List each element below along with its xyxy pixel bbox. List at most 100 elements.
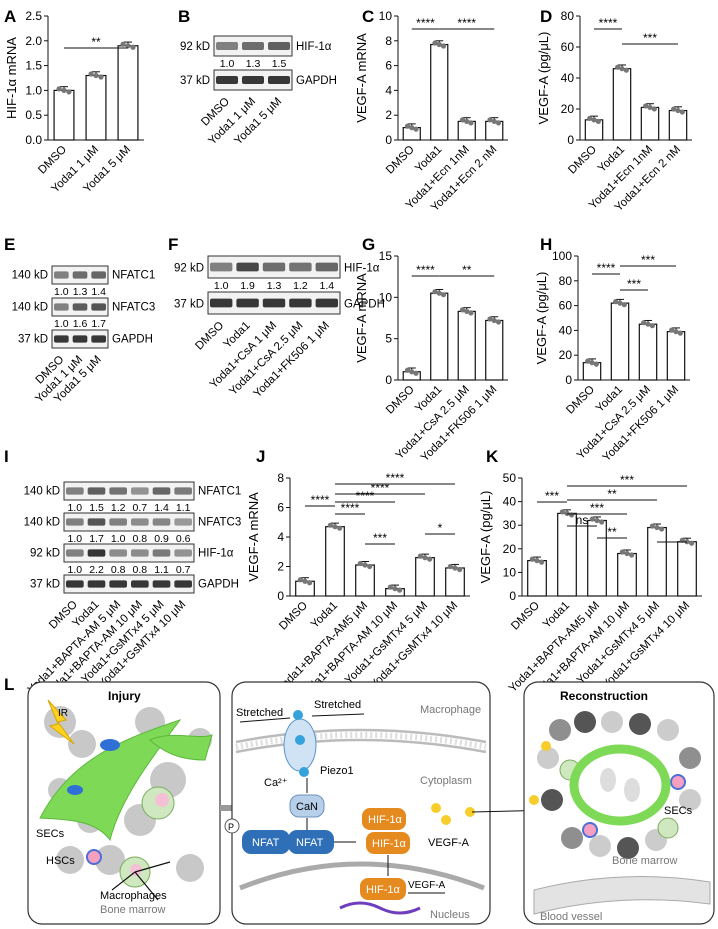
y-tick-label: 0: [567, 133, 574, 147]
data-point: [677, 330, 683, 336]
data-point: [337, 525, 343, 531]
data-point: [491, 317, 497, 324]
hscs-label: HSCs: [46, 855, 75, 867]
data-point: [459, 117, 466, 123]
nfat-node: [288, 830, 334, 854]
y-tick-label: 8: [385, 34, 392, 48]
quantification-label: 0.8: [133, 533, 148, 545]
protein-label: GAPDH: [296, 75, 337, 87]
quantification-label: 1.3: [246, 58, 261, 70]
significance-label: ****: [341, 501, 360, 515]
band: [109, 487, 127, 495]
data-point: [307, 580, 313, 586]
panel-label-l: L: [4, 675, 14, 694]
data-point: [130, 44, 136, 50]
molecular-weight-label: 37 kD: [30, 579, 60, 591]
panel-label-j: J: [256, 447, 265, 466]
y-tick-label: 0.0: [25, 133, 42, 147]
significance-label: **: [91, 35, 101, 49]
data-point: [120, 41, 126, 47]
y-tick-label: 0: [385, 133, 392, 147]
vegf-particle-icon-2: [441, 815, 451, 825]
y-axis-label: VEGF-A mRNA: [246, 492, 261, 582]
vegf-gene-label: VEGF-A: [408, 880, 446, 891]
stretch-arrow-right: [311, 713, 365, 717]
y-tick-label: 6: [277, 501, 284, 515]
data-point: [671, 106, 677, 112]
lightning-icon: [47, 699, 75, 745]
bar: [325, 526, 345, 597]
band: [268, 76, 290, 84]
panel-label-g: G: [362, 235, 375, 254]
y-tick-label: 40: [503, 495, 517, 509]
data-point: [357, 560, 363, 567]
quantification-label: 1.7: [91, 318, 106, 330]
data-point: [659, 526, 665, 532]
data-point: [564, 510, 570, 516]
vegf-particle-icon-3: [465, 807, 475, 817]
quantification-label: 1.0: [54, 286, 69, 298]
data-point: [593, 361, 599, 367]
molecular-weight-label: 140 kD: [24, 486, 60, 498]
molecular-weight-label: 37 kD: [180, 75, 210, 87]
data-point: [302, 578, 308, 584]
band: [174, 518, 192, 526]
y-tick-label: 2: [385, 108, 392, 122]
y-axis-label: VEGF-A (pg/μL): [534, 272, 549, 365]
data-point: [589, 516, 595, 522]
band: [91, 335, 106, 343]
molecular-weight-label: 37 kD: [18, 334, 48, 346]
significance-label: ***: [641, 253, 655, 267]
y-tick-label: 0.5: [25, 108, 42, 122]
significance-label: ****: [597, 261, 616, 275]
nucleus-label: Nucleus: [430, 909, 470, 921]
bar: [430, 43, 449, 141]
nfat-phospho-node: [242, 830, 290, 854]
protein-label: GAPDH: [112, 334, 153, 346]
blood-vessel-icon: [533, 876, 711, 915]
data-point: [88, 71, 94, 77]
data-point: [432, 40, 438, 46]
y-tick-label: 0: [509, 589, 516, 603]
bar: [85, 74, 107, 141]
significance-label: ****: [457, 16, 476, 30]
significance-label: **: [607, 525, 617, 539]
cell-membrane: [235, 728, 487, 754]
data-point: [589, 360, 595, 366]
panel-label-c: C: [362, 7, 374, 26]
data-point: [413, 126, 419, 132]
significance-label: ***: [590, 501, 604, 515]
protein-label: HIF-1α: [296, 41, 332, 53]
data-point: [487, 316, 493, 322]
bar: [587, 519, 607, 597]
nfat-phospho-label: NFAT: [252, 837, 280, 849]
significance-label: ****: [311, 493, 330, 507]
y-tick-label: 0: [385, 373, 392, 387]
significance-label: ****: [386, 471, 405, 485]
quantification-label: 1.6: [73, 318, 88, 330]
data-point: [679, 109, 685, 115]
quantification-label: 1.5: [272, 58, 287, 70]
bar: [485, 319, 504, 381]
bar: [415, 557, 435, 597]
nfat-label: NFAT: [296, 837, 324, 849]
data-point: [417, 553, 423, 559]
significance-label: ***: [643, 31, 657, 45]
y-tick-label: 4: [277, 530, 284, 544]
y-tick-label: 1.5: [25, 59, 42, 73]
data-point: [367, 563, 373, 570]
panel-label-i: I: [4, 447, 9, 466]
hsc-icon: [86, 849, 102, 865]
y-tick-label: 10: [503, 565, 517, 579]
data-point: [595, 118, 601, 124]
protein-label: GAPDH: [344, 298, 385, 310]
data-point: [125, 43, 131, 49]
secs-label-injury: SECs: [36, 828, 65, 840]
band: [242, 42, 264, 50]
band: [262, 298, 286, 308]
y-tick-label: 4: [385, 83, 392, 97]
